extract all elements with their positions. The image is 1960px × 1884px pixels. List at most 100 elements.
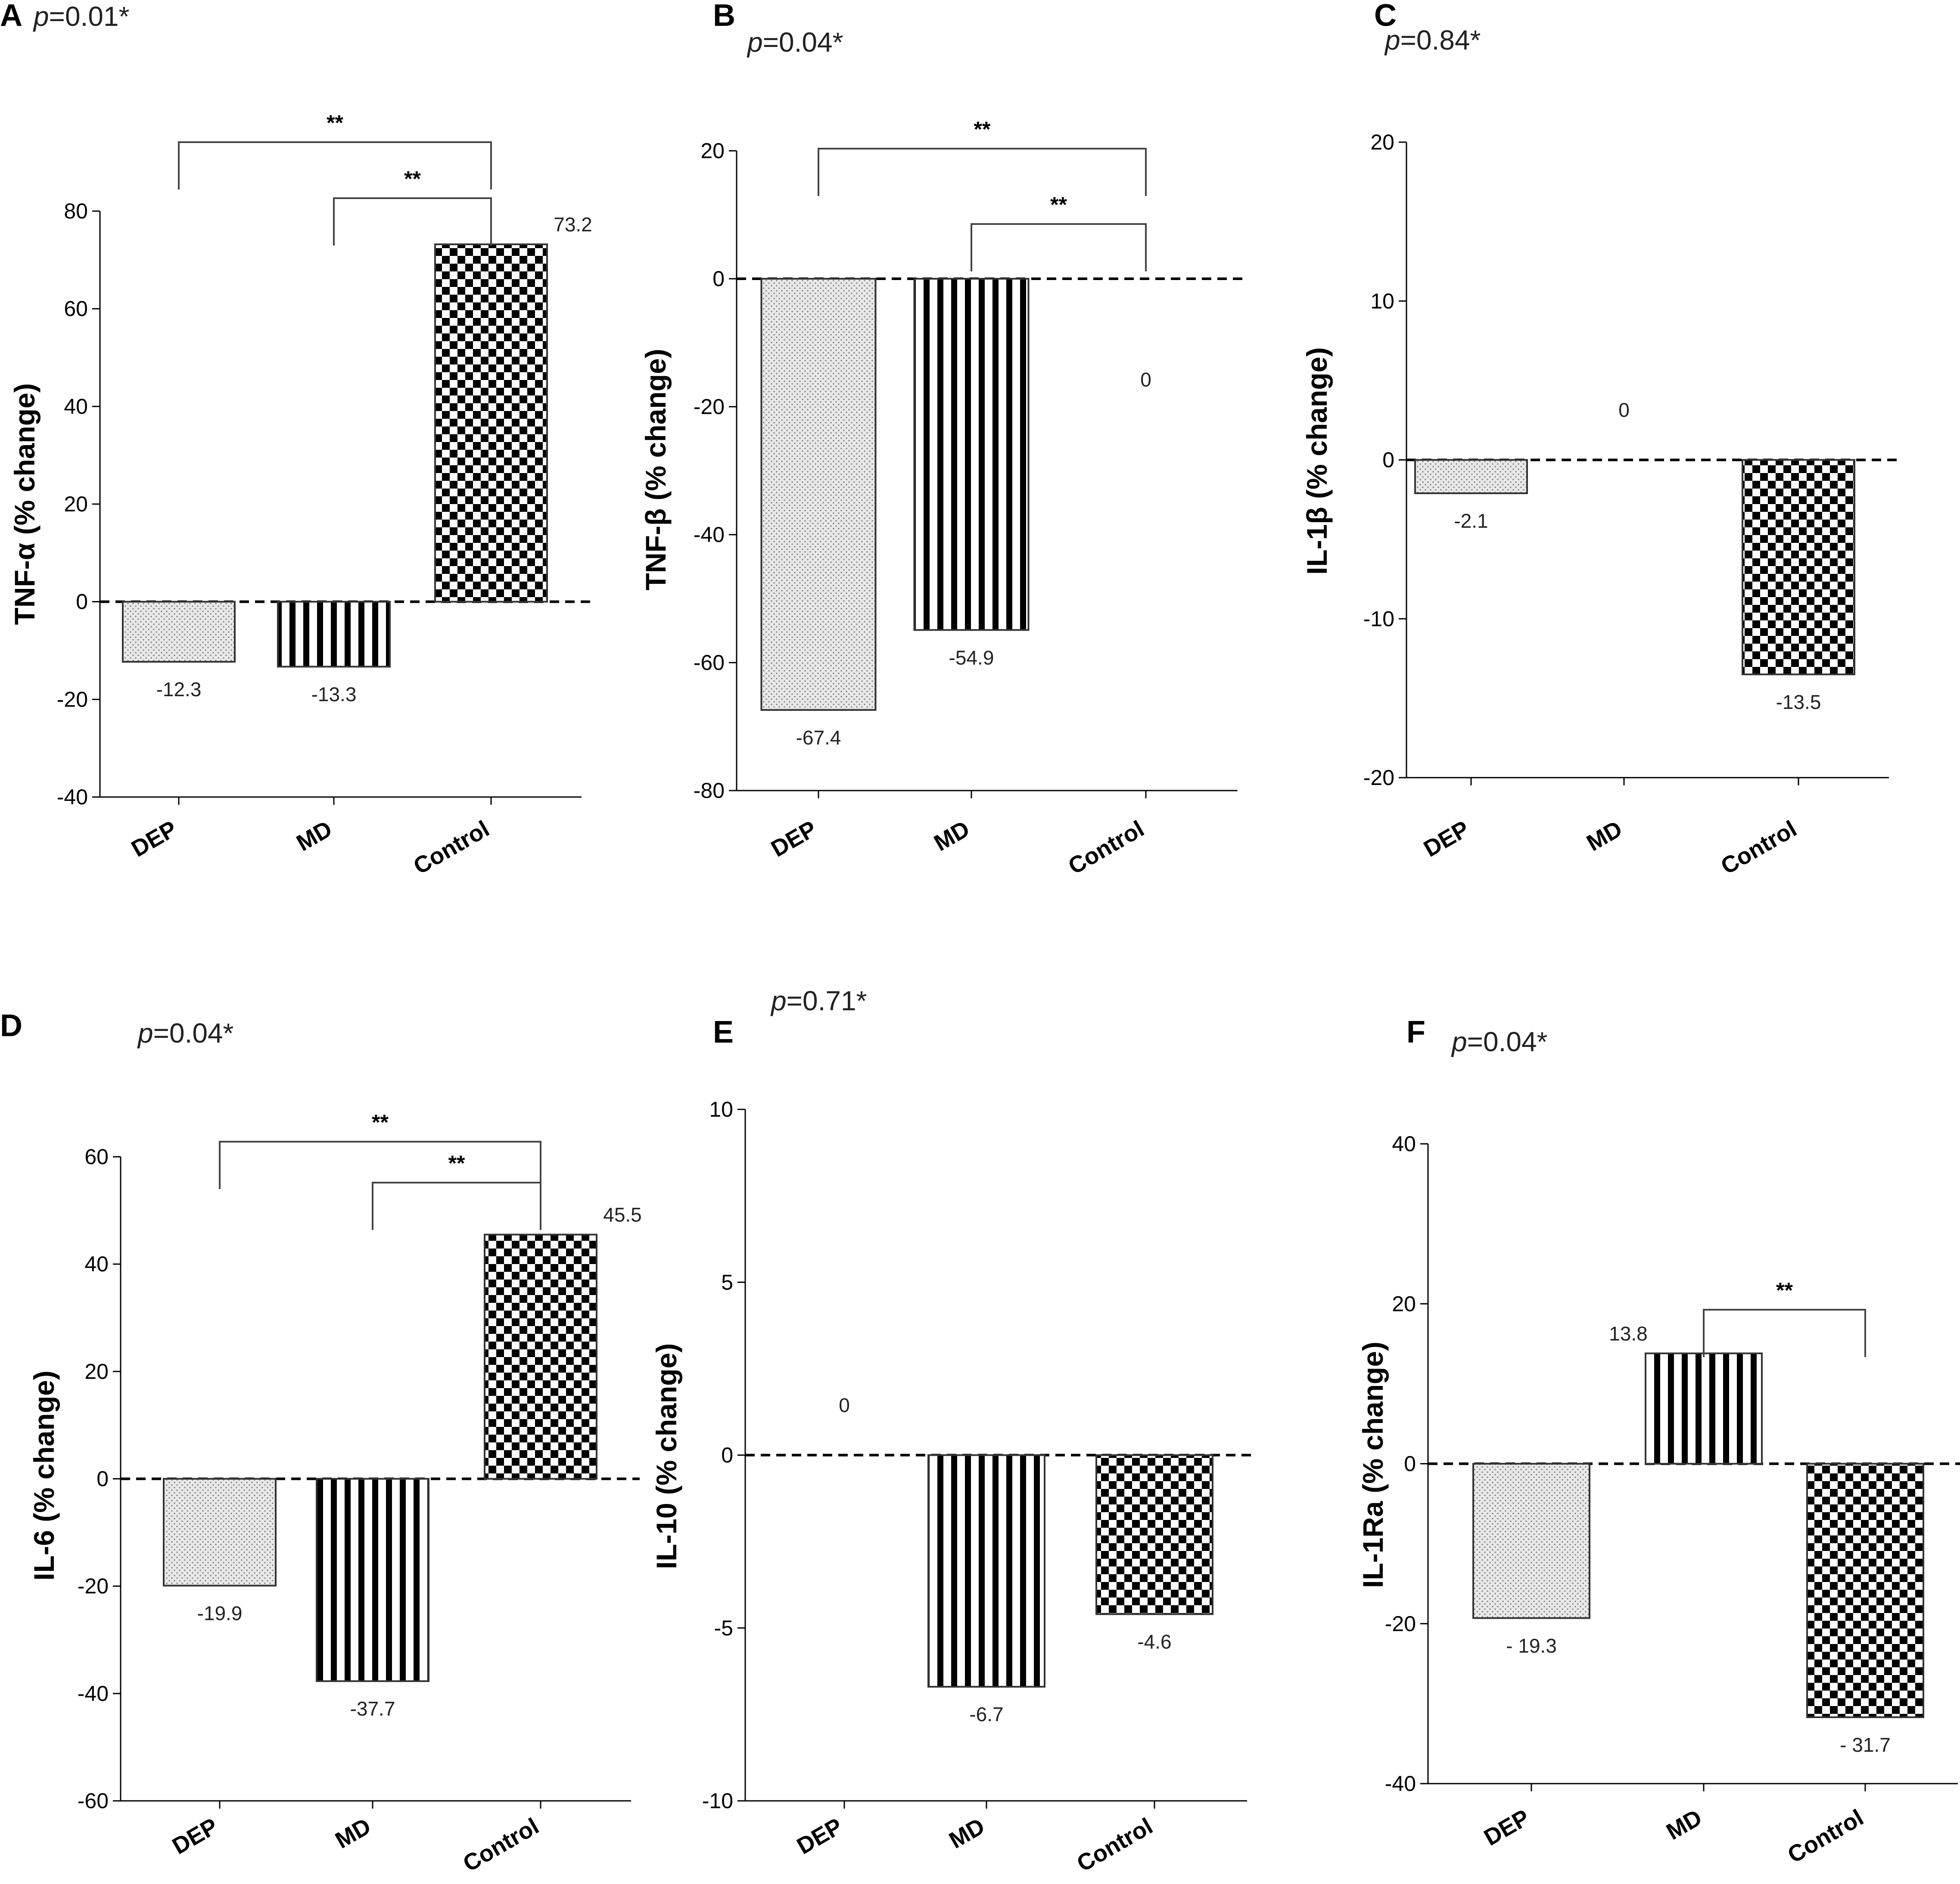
category-label-control: Control xyxy=(1064,816,1148,879)
bar-dep xyxy=(1472,1463,1590,1619)
category-label-md: MD xyxy=(1582,816,1627,856)
bar-control xyxy=(1806,1463,1924,1718)
y-tick-label: -40 xyxy=(57,785,88,809)
y-tick-label: -20 xyxy=(1385,1612,1416,1636)
significance-bracket xyxy=(219,1141,541,1189)
panel-letter: D xyxy=(0,1009,22,1043)
category-label-md: MD xyxy=(292,816,336,856)
significance-label: ** xyxy=(448,1151,465,1175)
y-tick-label: 20 xyxy=(1392,1292,1416,1316)
value-label-control: 73.2 xyxy=(554,213,592,236)
y-axis-label: IL-6 (% change) xyxy=(28,1370,60,1581)
significance-bracket xyxy=(372,1182,541,1230)
p-value-text: p=0.04* xyxy=(1451,1026,1547,1057)
bar-control xyxy=(1095,1454,1213,1615)
value-label-md: 0 xyxy=(1618,399,1630,421)
y-tick-label: 0 xyxy=(76,590,88,614)
value-label-dep: -2.1 xyxy=(1454,510,1488,532)
significance-label: ** xyxy=(372,1110,389,1134)
bar-md xyxy=(1645,1352,1763,1465)
p-value-text: p=0.04* xyxy=(747,27,843,58)
y-tick-label: 0 xyxy=(1382,448,1394,472)
significance-bracket xyxy=(971,223,1147,271)
panel-letter: F xyxy=(1406,1015,1425,1049)
p-value-prefix: p xyxy=(747,27,763,58)
y-tick-label: -10 xyxy=(1363,607,1394,631)
y-tick-label: -5 xyxy=(714,1616,733,1640)
panel-letter: E xyxy=(713,1015,734,1049)
value-label-dep: 0 xyxy=(839,1394,850,1417)
y-tick-label: -20 xyxy=(57,687,88,711)
category-label-md: MD xyxy=(930,816,974,856)
bar-md xyxy=(316,1478,429,1682)
y-axis-label: IL-10 (% change) xyxy=(650,1343,682,1569)
value-label-dep: -19.9 xyxy=(197,1602,243,1624)
bar-control xyxy=(1742,459,1855,676)
significance-label: ** xyxy=(1776,1278,1793,1302)
y-axis-label: IL-1Ra (% change) xyxy=(1357,1342,1389,1588)
p-value-number: =0.04* xyxy=(1467,1026,1548,1057)
p-value-prefix: p xyxy=(137,1018,153,1049)
p-value-number: =0.04* xyxy=(153,1018,234,1049)
y-tick-label: -60 xyxy=(694,651,725,675)
y-axis-label: TNF-α (% change) xyxy=(9,383,40,625)
value-label-md: -13.3 xyxy=(311,683,357,705)
bar-md xyxy=(277,601,391,668)
y-tick-label: -20 xyxy=(78,1574,109,1598)
category-label-md: MD xyxy=(1662,1804,1706,1845)
y-tick-label: 10 xyxy=(1370,289,1394,313)
panel-letter: C xyxy=(1374,0,1397,33)
significance-label: ** xyxy=(404,167,421,191)
y-tick-label: -80 xyxy=(694,779,725,803)
p-value-number: =0.84* xyxy=(1400,25,1481,56)
significance-bracket xyxy=(1703,1309,1866,1357)
category-label-dep: DEP xyxy=(168,1813,222,1859)
chart-panel-e: Ep=0.71* -10 -5 0 5 10 0 DEP -6.7 MD -4.6 Control IL… xyxy=(650,985,1256,1877)
p-value-prefix: p xyxy=(770,985,787,1016)
y-tick-label: 40 xyxy=(64,394,88,418)
category-label-dep: DEP xyxy=(793,1813,847,1859)
chart-panel-c: Cp=0.84* -20 -10 0 10 20 -2.1 DEP 0 MD -13.5 Contro… xyxy=(1301,0,1898,879)
p-value-number: =0.01* xyxy=(49,1,130,32)
y-tick-label: 20 xyxy=(1370,130,1394,154)
chart-panel-b: Bp=0.04* -80 -60 -40 -20 0 20 -67.4 DEP -54.9 MD 0 C… xyxy=(640,0,1246,879)
bar-dep xyxy=(760,278,877,711)
category-label-control: Control xyxy=(459,1813,543,1877)
category-label-dep: DEP xyxy=(1419,816,1474,862)
p-value-prefix: p xyxy=(1451,1026,1467,1057)
value-label-dep: - 19.3 xyxy=(1506,1635,1557,1657)
y-tick-label: -60 xyxy=(78,1789,109,1813)
value-label-control: 45.5 xyxy=(603,1204,642,1226)
y-tick-label: -20 xyxy=(1363,766,1394,790)
panel-letter: B xyxy=(713,0,735,33)
y-axis-label: IL-1β (% change) xyxy=(1301,347,1333,575)
y-tick-label: 20 xyxy=(84,1359,109,1383)
category-label-md: MD xyxy=(945,1813,989,1853)
y-tick-label: -40 xyxy=(1385,1772,1416,1796)
value-label-md: 13.8 xyxy=(1609,1322,1648,1345)
y-tick-label: -20 xyxy=(694,395,725,419)
y-tick-label: -40 xyxy=(694,523,725,547)
bar-dep xyxy=(1414,459,1528,494)
category-label-control: Control xyxy=(409,816,494,879)
panel-letter: A xyxy=(0,0,22,33)
value-label-md: -6.7 xyxy=(969,1703,1003,1725)
value-label-control: 0 xyxy=(1140,368,1151,391)
bar-control xyxy=(484,1233,597,1480)
p-value-number: =0.71* xyxy=(787,985,867,1016)
bar-dep xyxy=(122,601,236,663)
p-value-text: p=0.01* xyxy=(33,1,129,32)
y-tick-label: 0 xyxy=(721,1443,733,1467)
significance-label: ** xyxy=(327,111,343,135)
y-tick-label: 0 xyxy=(712,267,725,291)
y-tick-label: 5 xyxy=(721,1270,733,1294)
p-value-text: p=0.84* xyxy=(1384,25,1481,56)
y-tick-label: 0 xyxy=(1404,1452,1416,1476)
bar-md xyxy=(913,278,1030,631)
y-tick-label: 40 xyxy=(1392,1132,1416,1156)
y-tick-label: -10 xyxy=(702,1789,733,1813)
p-value-number: =0.04* xyxy=(763,27,843,58)
